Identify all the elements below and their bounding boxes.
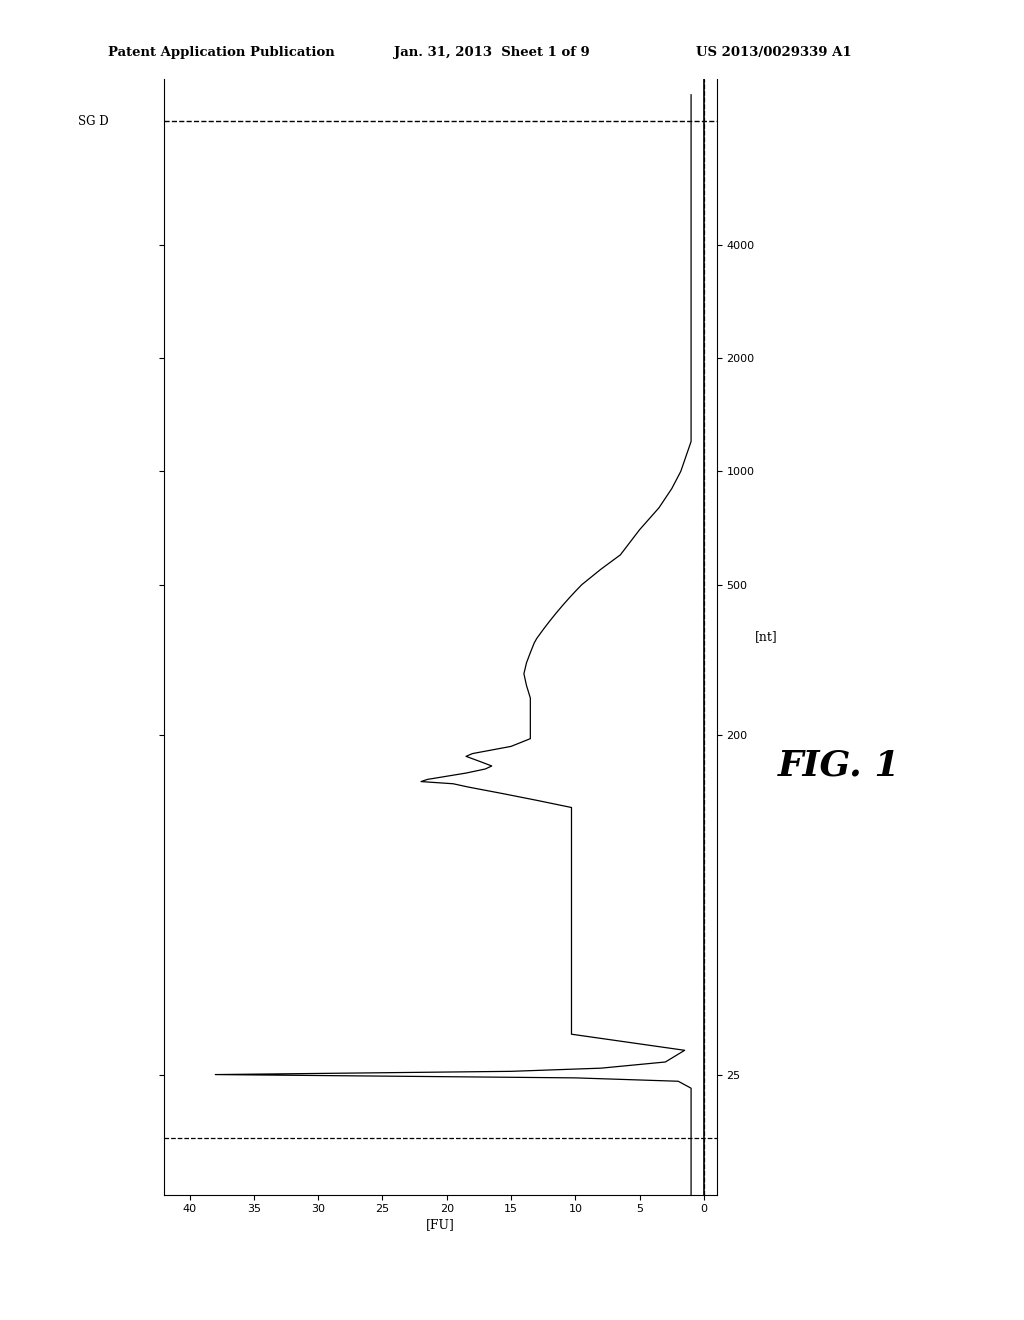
Text: Patent Application Publication: Patent Application Publication (108, 46, 334, 59)
Text: SG D: SG D (78, 115, 109, 128)
Text: Jan. 31, 2013  Sheet 1 of 9: Jan. 31, 2013 Sheet 1 of 9 (394, 46, 590, 59)
Y-axis label: [nt]: [nt] (755, 631, 777, 643)
Text: FIG. 1: FIG. 1 (778, 748, 901, 783)
X-axis label: [FU]: [FU] (426, 1218, 455, 1232)
Text: US 2013/0029339 A1: US 2013/0029339 A1 (696, 46, 852, 59)
